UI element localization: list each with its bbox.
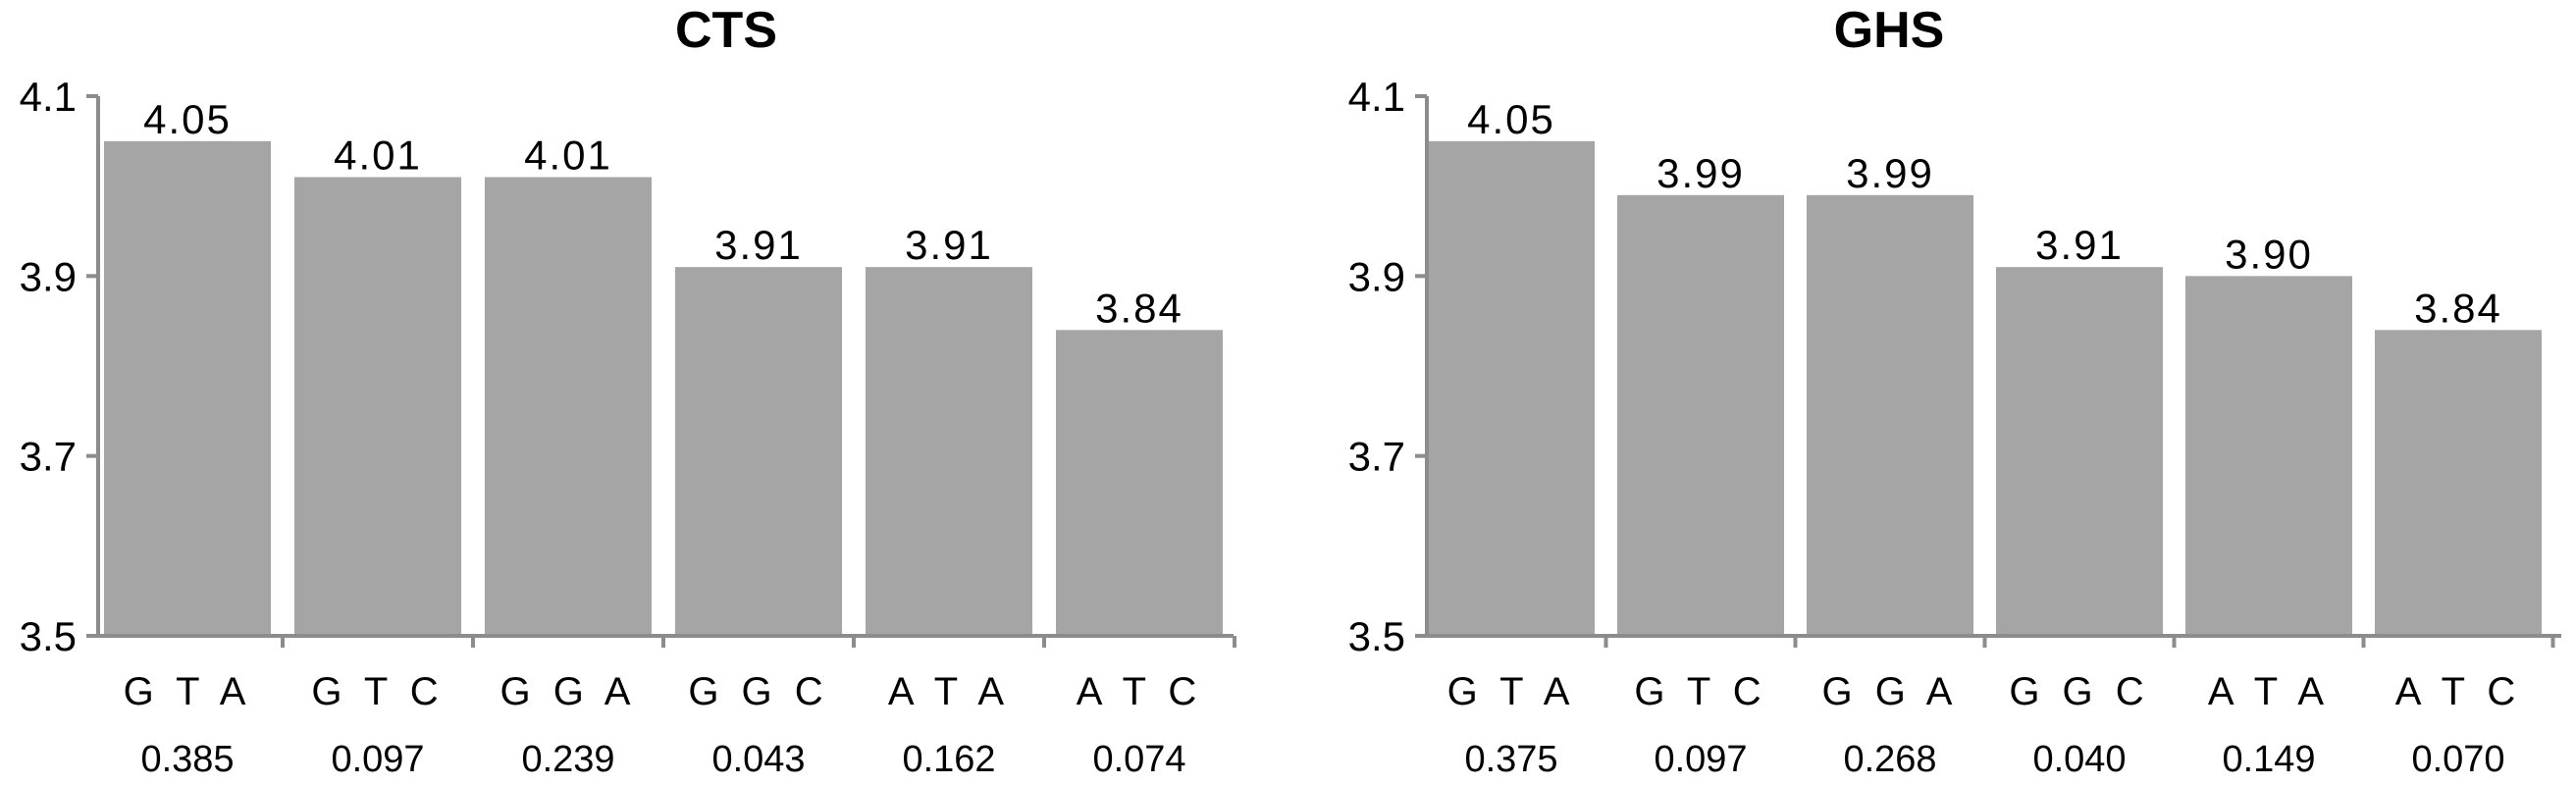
cts-value-label: 4.01 bbox=[524, 132, 612, 179]
ghs-value-label: 3.90 bbox=[2225, 231, 2313, 277]
ghs-value-label: 3.99 bbox=[1846, 150, 1934, 196]
cts-proportion-label: 0.239 bbox=[521, 739, 614, 780]
cts-bar-atc bbox=[1056, 330, 1223, 636]
ghs-category-label: G T C bbox=[1634, 670, 1766, 713]
cts-proportion-label: 0.043 bbox=[711, 739, 805, 780]
cts-value-label: 3.91 bbox=[714, 222, 803, 268]
ghs-category-label: A T C bbox=[2395, 670, 2522, 713]
cts-bar-gta bbox=[104, 140, 271, 637]
cts-value-label: 3.91 bbox=[905, 222, 993, 268]
ghs-proportion-label: 0.375 bbox=[1464, 739, 1557, 780]
cts-chart-panel: CTS 3.5 3.7 3.9 4.1 4.05 G T A 0.385 4.01 G T C 0… bbox=[20, 2, 1236, 780]
cts-y-tick-label: 4.1 bbox=[20, 74, 77, 120]
cts-category-label: G T A bbox=[124, 670, 252, 713]
ghs-proportion-label: 0.097 bbox=[1654, 739, 1747, 780]
ghs-bar-gtc bbox=[1617, 194, 1784, 637]
cts-category-label: A T C bbox=[1077, 670, 1203, 713]
cts-category-label: G T C bbox=[311, 670, 444, 713]
cts-category-label: G G C bbox=[688, 670, 828, 713]
ghs-bar-atc bbox=[2375, 330, 2542, 636]
ghs-category-label: G G C bbox=[2009, 670, 2149, 713]
ghs-value-label: 3.99 bbox=[1656, 150, 1745, 196]
ghs-y-tick-label: 3.7 bbox=[1348, 434, 1405, 480]
cts-category-label: G G A bbox=[500, 670, 637, 713]
ghs-y-tick-label: 3.9 bbox=[1348, 253, 1405, 299]
ghs-value-label: 3.84 bbox=[2414, 285, 2502, 331]
cts-chart-title: CTS bbox=[675, 2, 777, 59]
ghs-proportion-label: 0.040 bbox=[2032, 739, 2126, 780]
ghs-bar-ggc bbox=[1996, 267, 2163, 636]
cts-bar-gtc bbox=[294, 177, 461, 636]
ghs-y-tick-label: 3.5 bbox=[1348, 613, 1405, 659]
ghs-proportion-label: 0.149 bbox=[2222, 739, 2315, 780]
ghs-value-label: 3.91 bbox=[2035, 222, 2124, 268]
cts-y-tick-label: 3.7 bbox=[20, 434, 77, 480]
cts-y-tick-label: 3.9 bbox=[20, 253, 77, 299]
ghs-category-label: A T A bbox=[2208, 670, 2330, 713]
cts-proportion-label: 0.097 bbox=[331, 739, 424, 780]
cts-proportion-label: 0.385 bbox=[140, 739, 234, 780]
ghs-proportion-label: 0.268 bbox=[1843, 739, 1936, 780]
ghs-category-label: G G A bbox=[1822, 670, 1959, 713]
ghs-value-label: 4.05 bbox=[1467, 96, 1555, 142]
cts-value-label: 3.84 bbox=[1095, 285, 1183, 331]
cts-bar-ggc bbox=[675, 267, 842, 636]
ghs-chart-title: GHS bbox=[1834, 2, 1945, 59]
cts-value-label: 4.05 bbox=[143, 96, 232, 142]
cts-bar-ata bbox=[866, 267, 1032, 636]
ghs-y-tick-label: 4.1 bbox=[1348, 74, 1405, 120]
cts-category-label: A T A bbox=[888, 670, 1010, 713]
ghs-bar-ata bbox=[2185, 276, 2352, 636]
cts-value-label: 4.01 bbox=[334, 132, 422, 179]
ghs-category-label: G T A bbox=[1447, 670, 1576, 713]
cts-bar-gga bbox=[485, 177, 652, 636]
cts-y-tick-label: 3.5 bbox=[20, 613, 77, 659]
ghs-proportion-label: 0.070 bbox=[2411, 739, 2504, 780]
ghs-bar-gta bbox=[1428, 140, 1595, 637]
cts-proportion-label: 0.074 bbox=[1092, 739, 1185, 780]
cts-proportion-label: 0.162 bbox=[902, 739, 995, 780]
ghs-chart-panel: GHS 3.5 3.7 3.9 4.1 4.05 G T A 0.375 3.99 G T C 0… bbox=[1348, 2, 2561, 780]
ghs-bar-gga bbox=[1807, 194, 1973, 637]
